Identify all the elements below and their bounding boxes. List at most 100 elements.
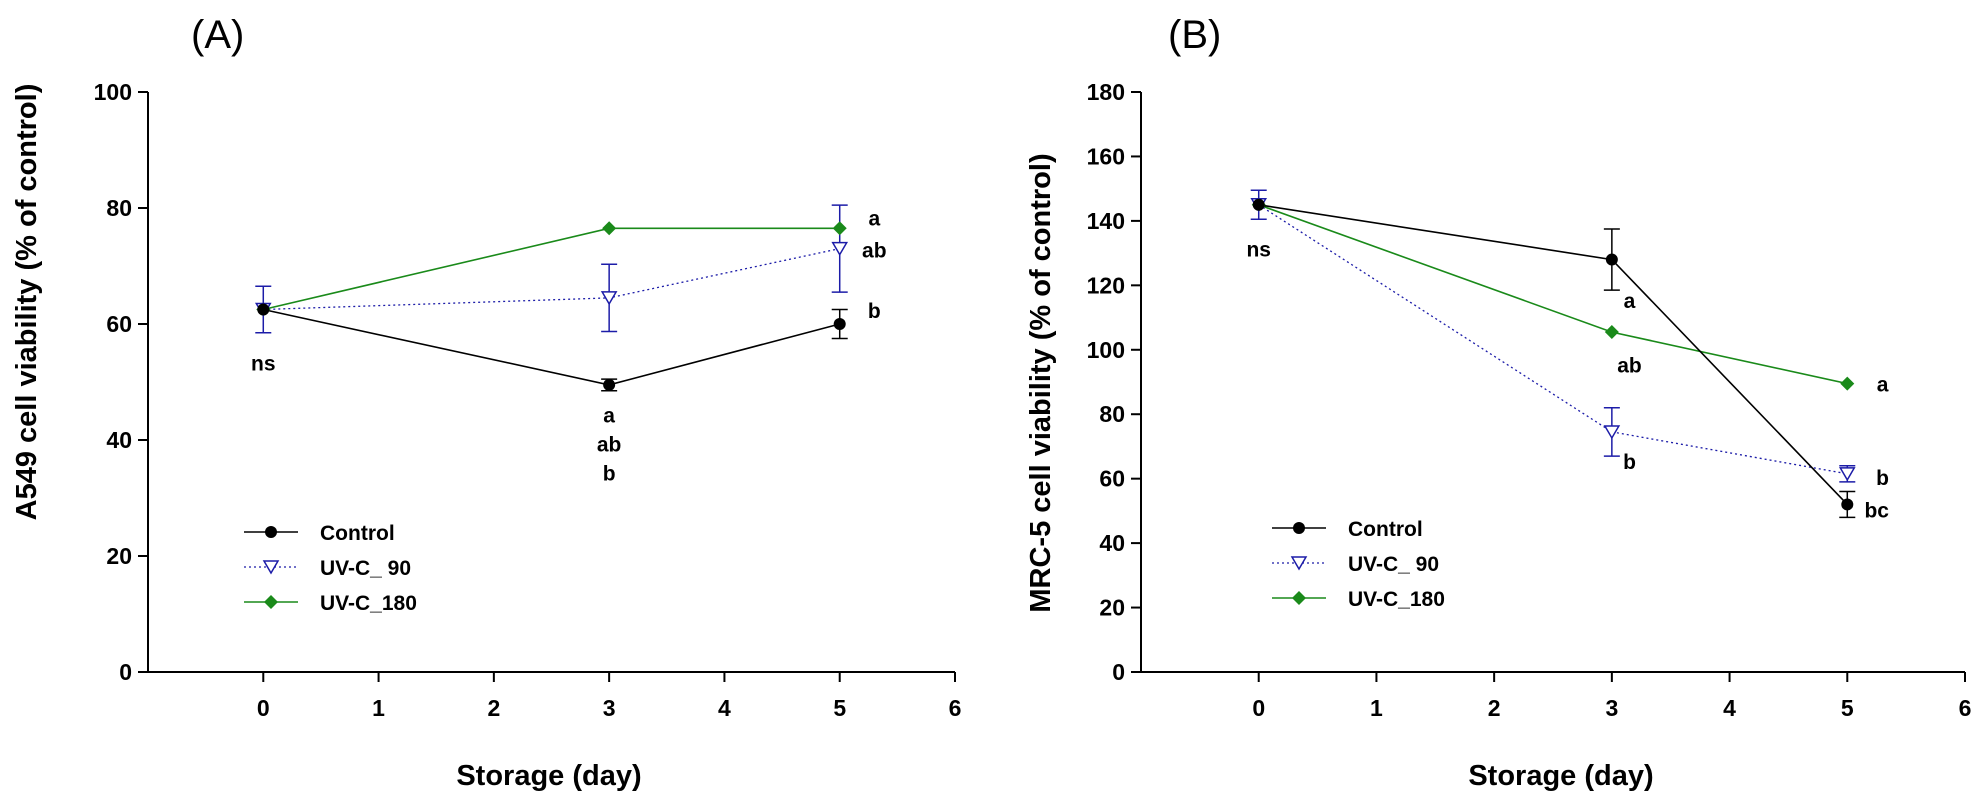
data-point-b-2-1: [1604, 325, 1619, 340]
series-line-a-0: [263, 308, 840, 386]
x-tick-label-a-4: 4: [718, 695, 731, 721]
y-tick-label-b-0: 0: [1112, 659, 1125, 685]
series-line-b-2: [1258, 204, 1848, 385]
panel-b: (B) MRC-5 cell viability (% of control) …: [1025, 13, 1971, 792]
series-a: [254, 204, 849, 392]
y-tick-label-b-1: 20: [1099, 595, 1125, 621]
data-point-a-1-1: [600, 291, 618, 306]
x-tick-label-b-2: 2: [1488, 695, 1501, 721]
y-ticks-a: 0 20 40 60 80 100: [94, 79, 148, 685]
x-tick-label-a-5: 5: [833, 695, 846, 721]
y-tick-label-a-0: 0: [119, 659, 132, 685]
annotation-a-6: b: [868, 300, 881, 323]
annotation-a-3: b: [603, 463, 616, 486]
annotation-b-4: a: [1877, 374, 1889, 397]
x-tick-label-a-2: 2: [487, 695, 500, 721]
data-point-a-0-2: [833, 318, 846, 330]
series-line-a-1: [263, 247, 840, 311]
annotation-b-6: bc: [1864, 499, 1889, 522]
x-tick-label-a-6: 6: [949, 695, 962, 721]
y-axis-title-b: MRC-5 cell viability (% of control): [1025, 153, 1057, 612]
x-ticks-a: 0 1 2 3 4 5 6: [257, 672, 962, 721]
x-tick-label-a-3: 3: [603, 695, 616, 721]
y-tick-label-b-6: 120: [1087, 272, 1125, 298]
legend-b-uvc90-label: UV-C_ 90: [1348, 553, 1439, 576]
x-tick-label-a-1: 1: [372, 695, 385, 721]
y-tick-label-a-4: 80: [106, 195, 132, 221]
y-tick-label-a-1: 20: [106, 543, 132, 569]
data-point-a-2-2: [832, 221, 847, 236]
legend-b: Control UV-C_ 90 UV-C_180: [1272, 518, 1445, 611]
x-tick-label-a-0: 0: [257, 695, 270, 721]
legend-b-uvc90-marker: [1290, 556, 1308, 571]
data-point-b-0-2: [1841, 498, 1854, 511]
legend-a-uvc90-label: UV-C_ 90: [320, 557, 411, 580]
x-tick-label-b-1: 1: [1370, 695, 1383, 721]
legend-a-uvc180-marker: [264, 595, 278, 609]
data-point-b-1-2: [1838, 467, 1856, 482]
y-tick-label-b-7: 140: [1087, 208, 1125, 234]
legend-b-control: Control: [1272, 518, 1423, 541]
annotation-b-3: b: [1623, 451, 1636, 474]
series-line-a-2: [263, 227, 840, 311]
y-tick-label-a-5: 100: [94, 79, 132, 105]
series-line-b-0: [1258, 204, 1848, 505]
annotation-a-5: ab: [862, 239, 887, 262]
x-tick-label-b-6: 6: [1959, 695, 1972, 721]
data-point-b-2-2: [1840, 376, 1855, 391]
annotation-b-5: b: [1876, 467, 1889, 490]
x-tick-label-b-0: 0: [1252, 695, 1265, 721]
legend-b-control-marker: [1293, 522, 1305, 534]
legend-b-uvc180-marker: [1292, 591, 1306, 605]
legend-a-control: Control: [244, 522, 395, 545]
series-line-b-1: [1258, 204, 1848, 475]
x-tick-label-b-3: 3: [1605, 695, 1618, 721]
annotation-b-2: ab: [1617, 354, 1642, 377]
data-point-a-2-1: [602, 221, 617, 236]
y-tick-label-b-9: 180: [1087, 79, 1125, 105]
series-b: [1250, 189, 1856, 519]
legend-a-control-label: Control: [320, 522, 395, 545]
data-point-b-0-0: [1252, 198, 1265, 211]
y-tick-label-a-3: 60: [106, 311, 132, 337]
annotations-a: ns a ab b a ab b: [251, 207, 887, 485]
y-axis-title-a: A549 cell viability (% of control): [11, 84, 43, 521]
legend-a-uvc90: UV-C_ 90: [244, 557, 411, 580]
x-tick-label-b-5: 5: [1841, 695, 1854, 721]
panel-a: (A) A549 cell viability (% of control) S…: [11, 13, 961, 792]
x-tick-label-b-4: 4: [1723, 695, 1736, 721]
y-tick-label-b-5: 100: [1087, 337, 1125, 363]
y-tick-label-a-2: 40: [106, 427, 132, 453]
legend-a: Control UV-C_ 90 UV-C_180: [244, 522, 417, 615]
legend-b-uvc90: UV-C_ 90: [1272, 553, 1439, 576]
panel-label-a: (A): [191, 13, 244, 57]
legend-a-uvc180: UV-C_180: [244, 592, 417, 615]
legend-a-uvc90-marker: [262, 560, 280, 575]
x-axis-title-b: Storage (day): [1468, 760, 1653, 792]
y-tick-label-b-2: 40: [1099, 530, 1125, 556]
annotation-a-2: ab: [597, 434, 622, 457]
annotation-b-0: ns: [1246, 238, 1271, 261]
legend-a-control-marker: [265, 526, 277, 538]
annotation-a-1: a: [603, 405, 615, 428]
data-point-b-0-1: [1605, 253, 1618, 266]
data-point-a-0-0: [257, 303, 270, 316]
annotation-a-4: a: [868, 207, 880, 230]
x-axis-title-a: Storage (day): [456, 760, 641, 792]
annotation-b-1: a: [1624, 290, 1636, 313]
y-ticks-b: 0 20 40 60 80 100 120 140 160 180: [1087, 79, 1141, 685]
y-tick-label-b-3: 60: [1099, 466, 1125, 492]
data-point-b-1-1: [1603, 425, 1621, 440]
y-tick-label-b-8: 160: [1087, 143, 1125, 169]
legend-b-control-label: Control: [1348, 518, 1423, 541]
annotation-a-0: ns: [251, 352, 276, 375]
x-ticks-b: 0 1 2 3 4 5 6: [1252, 672, 1971, 721]
data-point-a-1-2: [831, 241, 849, 257]
legend-a-uvc180-label: UV-C_180: [320, 592, 417, 615]
legend-b-uvc180-label: UV-C_180: [1348, 588, 1445, 611]
y-tick-label-b-4: 80: [1099, 401, 1125, 427]
data-point-a-0-1: [603, 378, 616, 391]
legend-b-uvc180: UV-C_180: [1272, 588, 1445, 611]
